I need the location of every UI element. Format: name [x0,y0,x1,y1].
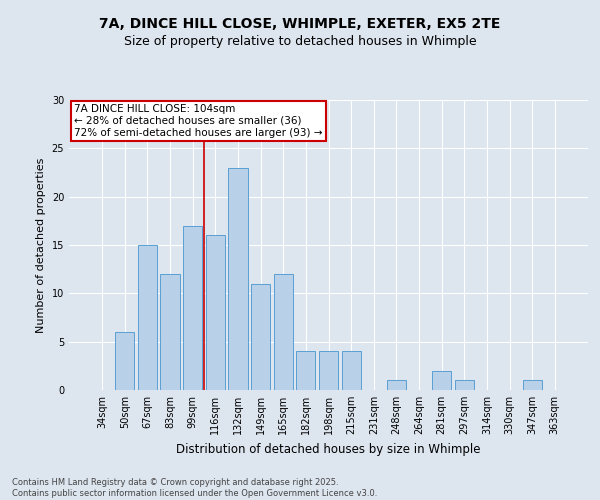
Bar [183,226,202,390]
Bar [160,274,180,390]
Bar [115,332,134,390]
Text: 7A DINCE HILL CLOSE: 104sqm
← 28% of detached houses are smaller (36)
72% of sem: 7A DINCE HILL CLOSE: 104sqm ← 28% of det… [74,104,323,138]
Bar [523,380,542,390]
Bar [319,352,338,390]
Bar [251,284,270,390]
Bar [432,370,451,390]
Bar [206,236,225,390]
Text: Size of property relative to detached houses in Whimple: Size of property relative to detached ho… [124,35,476,48]
Bar [274,274,293,390]
Text: 7A, DINCE HILL CLOSE, WHIMPLE, EXETER, EX5 2TE: 7A, DINCE HILL CLOSE, WHIMPLE, EXETER, E… [100,18,500,32]
Bar [387,380,406,390]
Bar [138,245,157,390]
Bar [341,352,361,390]
Bar [455,380,474,390]
Bar [296,352,316,390]
Y-axis label: Number of detached properties: Number of detached properties [36,158,46,332]
X-axis label: Distribution of detached houses by size in Whimple: Distribution of detached houses by size … [176,442,481,456]
Text: Contains HM Land Registry data © Crown copyright and database right 2025.
Contai: Contains HM Land Registry data © Crown c… [12,478,377,498]
Bar [229,168,248,390]
